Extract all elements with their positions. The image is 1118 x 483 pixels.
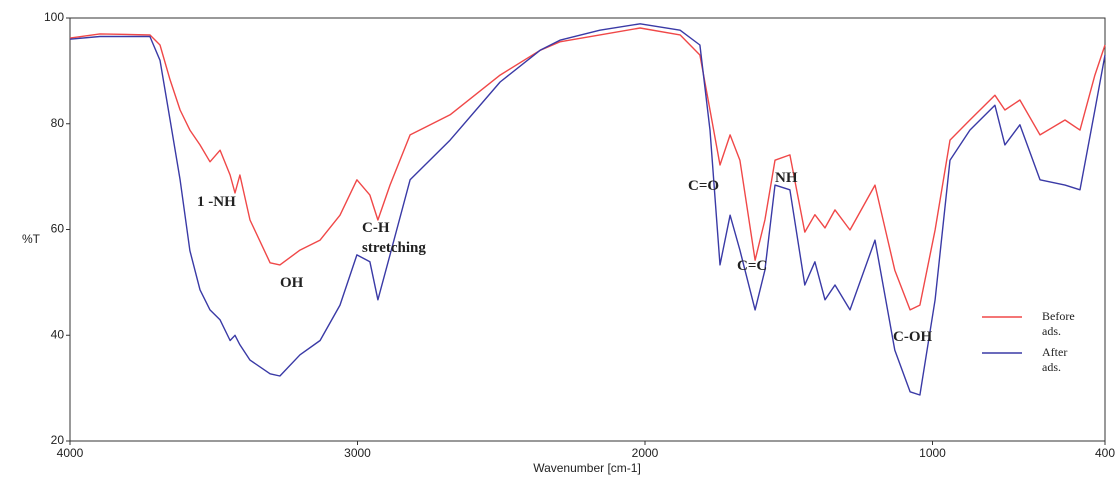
plot-frame <box>69 17 1106 442</box>
y-axis-label: %T <box>22 232 41 246</box>
x-tick-label: 4000 <box>57 446 84 460</box>
x-tick-label: 1000 <box>919 446 946 460</box>
legend-label: Before ads. <box>1042 309 1075 338</box>
x-tick-label: 3000 <box>344 446 371 460</box>
y-tick-label: 40 <box>51 327 65 341</box>
y-tick-label: 80 <box>51 116 65 130</box>
annotation: C=O <box>688 178 720 194</box>
x-tick-label: 400 <box>1095 446 1115 460</box>
annotation: 1 -NH <box>197 194 236 210</box>
y-tick-label: 100 <box>44 10 64 24</box>
annotation: C-H stretching <box>362 220 426 256</box>
y-tick-label: 60 <box>51 222 65 236</box>
annotation: OH <box>280 275 304 291</box>
annotation: NH <box>775 170 798 186</box>
y-tick-label: 20 <box>51 433 65 447</box>
legend-label: After ads. <box>1042 345 1068 374</box>
spectrum-line <box>69 23 1106 396</box>
annotation: C=C <box>737 258 768 274</box>
x-axis-label: Wavenumber [cm-1] <box>533 461 641 475</box>
annotation: C-OH <box>893 329 933 345</box>
spectrum-line <box>69 27 1106 311</box>
x-tick-label: 2000 <box>632 446 659 460</box>
